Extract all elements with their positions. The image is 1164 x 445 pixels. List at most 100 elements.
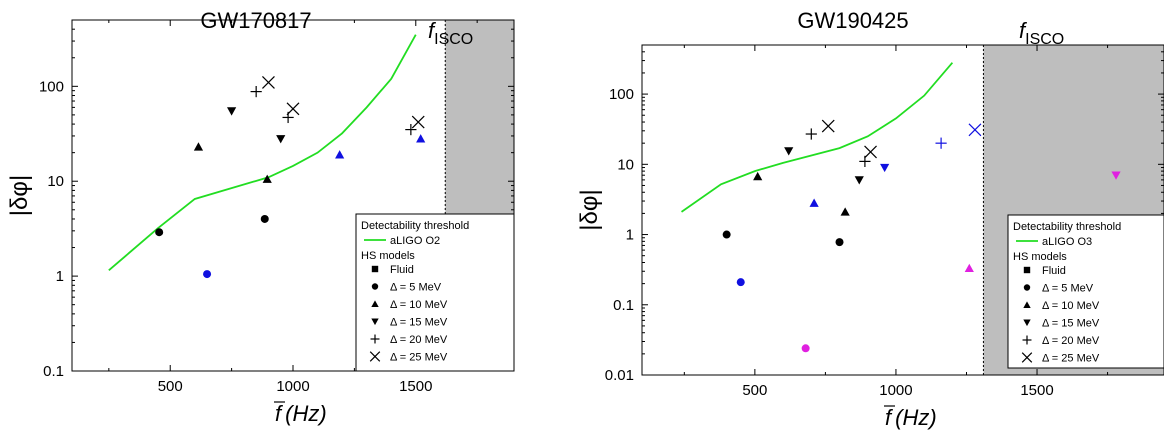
data-point-cross — [821, 119, 835, 133]
data-point-circle — [835, 238, 844, 247]
data-point-triangle-down — [880, 163, 890, 173]
y-tick-label: 0.01 — [605, 367, 634, 384]
data-point-triangle-up — [809, 198, 819, 207]
x-axis-unit: (Hz) — [285, 401, 327, 426]
isco-label-sub: ISCO — [434, 31, 473, 48]
legend-item-label: Δ = 20 MeV — [390, 334, 448, 346]
y-axis-label: |δφ| — [576, 189, 603, 230]
data-point-plus — [250, 85, 262, 98]
data-point-circle — [260, 214, 269, 223]
legend-marker-square — [371, 265, 379, 273]
data-point-cross — [262, 75, 275, 89]
y-tick-label: 0.1 — [43, 363, 64, 380]
data-point-circle — [736, 278, 745, 287]
x-tick-label: 1000 — [276, 378, 309, 395]
legend: Detectability threshold aLIGO O3 HS models… — [1007, 214, 1164, 369]
data-point-triangle-up — [753, 171, 763, 181]
legend-marker-triangle-up — [1023, 301, 1031, 308]
x-tick-label: 500 — [158, 378, 183, 395]
data-point-triangle-up — [840, 207, 850, 216]
isco-label: fISCO — [428, 18, 473, 48]
legend-item-label: Δ = 20 MeV — [1042, 335, 1100, 347]
data-point-triangle-down — [276, 135, 286, 144]
data-point-cross — [286, 102, 300, 116]
data-point-triangle-up — [262, 174, 272, 183]
legend-marker-plus — [370, 334, 380, 344]
data-point-triangle-up — [964, 263, 974, 273]
isco-label-main: f — [1019, 18, 1028, 43]
legend-item-label: Δ = 25 MeV — [390, 352, 448, 364]
chart-title: GW190425 — [797, 8, 908, 33]
isco-label: fISCO — [1019, 18, 1064, 48]
x-axis-symbol: f — [885, 405, 894, 430]
plot-frame — [641, 44, 1164, 376]
legend-marker-circle — [371, 283, 379, 290]
legend-item-label: Δ = 5 MeV — [1042, 283, 1094, 295]
legend-marker-triangle-down — [1023, 319, 1031, 327]
legend-item-label: Δ = 5 MeV — [390, 282, 442, 294]
legend-line-label: aLIGO O3 — [1042, 236, 1092, 248]
data-point-circle — [801, 344, 810, 353]
data-point-triangle-up — [193, 142, 204, 151]
data-point-cross — [968, 123, 982, 137]
legend-marker-triangle-down — [371, 318, 379, 326]
y-tick-label: 100 — [609, 86, 634, 103]
y-tick-label: 1 — [56, 268, 64, 285]
data-point-triangle-down — [784, 147, 794, 156]
legend-header: Detectability threshold — [361, 220, 469, 232]
y-axis-label: |δφ| — [6, 175, 33, 216]
data-point-plus — [405, 123, 417, 136]
y-tick-label: 1 — [626, 227, 634, 244]
x-axis-unit: (Hz) — [895, 405, 937, 430]
data-point-cross — [864, 145, 877, 159]
legend-marker-cross — [1021, 352, 1033, 363]
data-point-triangle-down — [227, 107, 237, 116]
legend-models-header: HS models — [1013, 251, 1067, 263]
data-point-plus — [805, 128, 817, 140]
x-tick-label: 1500 — [1020, 382, 1053, 399]
data-point-triangle-down — [854, 176, 864, 185]
data-point-triangle-up — [335, 150, 345, 159]
legend-marker-triangle-up — [371, 300, 379, 307]
legend-marker-cross — [369, 351, 381, 362]
threshold-line — [680, 62, 954, 213]
data-point-circle — [203, 270, 212, 279]
x-tick-label: 500 — [742, 382, 767, 399]
legend-item-label: Δ = 25 MeV — [1042, 353, 1100, 365]
legend-line-label: aLIGO O2 — [390, 235, 440, 247]
legend-item-label: Fluid — [1042, 265, 1066, 277]
data-point-circle — [722, 230, 731, 239]
legend-marker-square — [1023, 266, 1031, 274]
x-axis-label: f (Hz) — [885, 405, 937, 430]
isco-label-sub: ISCO — [1025, 31, 1064, 48]
data-point-cross — [411, 115, 425, 129]
x-tick-label: 1000 — [879, 382, 912, 399]
data-point-plus — [935, 137, 947, 149]
isco-label-main: f — [428, 18, 437, 43]
data-point-circle — [155, 228, 164, 237]
legend-item-label: Δ = 10 MeV — [390, 299, 448, 311]
legend-marker-plus — [1022, 335, 1032, 345]
data-point-triangle-down — [1111, 171, 1121, 180]
legend-item-label: Fluid — [390, 264, 414, 276]
legend-marker-circle — [1023, 284, 1031, 291]
x-tick-label: 1500 — [399, 378, 432, 395]
legend-item-label: Δ = 15 MeV — [1042, 318, 1100, 330]
threshold-line — [108, 34, 417, 272]
legend-header: Detectability threshold — [1013, 221, 1121, 233]
legend: Detectability threshold aLIGO O2 HS models… — [355, 213, 515, 372]
y-tick-label: 10 — [47, 173, 64, 190]
legend-models-header: HS models — [361, 250, 415, 262]
y-tick-label: 100 — [39, 78, 64, 95]
legend-item-label: Δ = 10 MeV — [1042, 300, 1100, 312]
legend-item-label: Δ = 15 MeV — [390, 317, 448, 329]
x-axis-symbol: f — [275, 401, 284, 426]
x-axis-label: f (Hz) — [275, 401, 327, 426]
y-tick-label: 10 — [617, 156, 634, 173]
y-tick-label: 0.1 — [613, 297, 634, 314]
data-point-triangle-up — [416, 134, 426, 143]
chart-title: GW170817 — [200, 8, 311, 33]
